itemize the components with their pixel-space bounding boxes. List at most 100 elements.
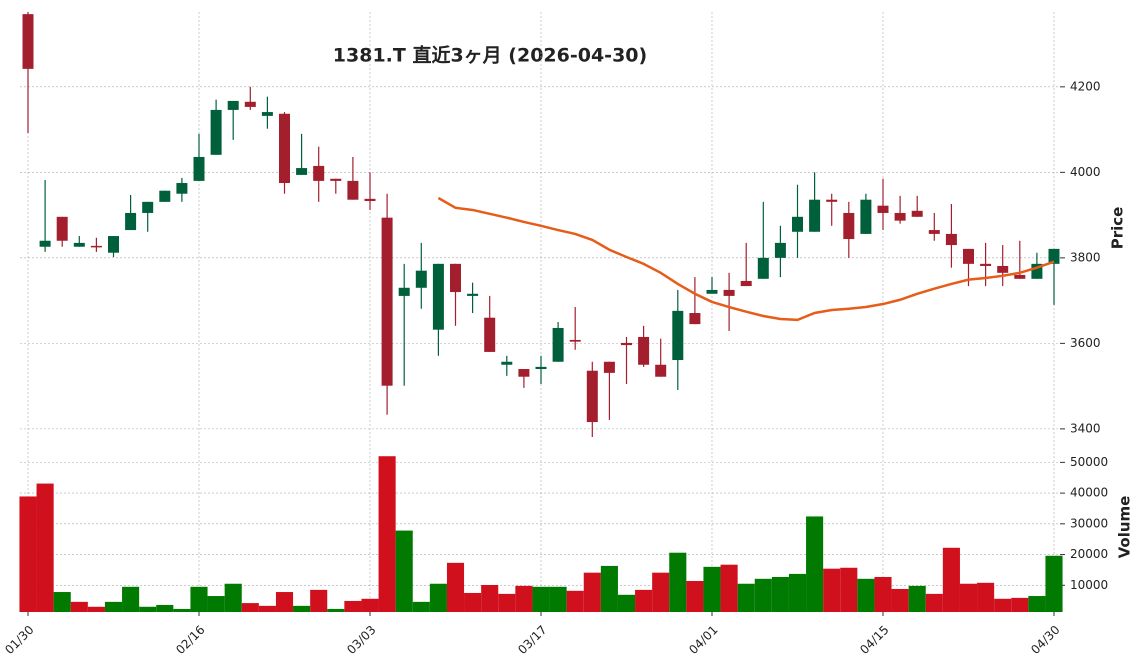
volume-bar — [703, 566, 721, 612]
candle-body — [1048, 248, 1060, 264]
volume-bar — [139, 606, 157, 612]
price-axis-label: Price — [1109, 207, 1127, 250]
volume-bar — [446, 562, 465, 612]
volume-bar — [994, 598, 1012, 612]
candle-body — [860, 199, 872, 234]
candle-body — [963, 248, 974, 264]
volume-bar — [959, 583, 978, 612]
candle-body — [757, 257, 769, 279]
candle-body — [467, 293, 479, 296]
volume-bar — [207, 596, 225, 612]
volume-bar — [720, 564, 738, 612]
volume-bar — [942, 547, 960, 612]
candle-body — [774, 242, 786, 258]
x-tick-label: 04/30 — [1028, 623, 1062, 657]
candle-body — [90, 245, 102, 248]
volume-bar — [498, 593, 516, 612]
volume-bar — [19, 496, 37, 612]
y-tick-label: 50000 — [1070, 455, 1108, 469]
y-tick-label: 30000 — [1070, 516, 1108, 530]
candle-body — [621, 342, 632, 346]
x-tick-label: 04/15 — [857, 623, 891, 657]
candle-body — [945, 233, 957, 246]
candle-body — [330, 178, 342, 181]
y-tick-label: 10000 — [1070, 578, 1108, 592]
volume-bar — [635, 589, 653, 612]
volume-bar — [874, 576, 892, 612]
x-tick-label: 03/03 — [344, 623, 378, 657]
candle-body — [1031, 263, 1043, 279]
candle-body — [142, 201, 154, 213]
candle-body — [364, 198, 376, 201]
volume-bar — [327, 608, 345, 612]
candle-body — [73, 242, 85, 247]
candle-body — [1014, 274, 1026, 279]
candle-body — [210, 109, 222, 155]
candle-body — [740, 280, 752, 287]
volume-bar — [686, 580, 704, 612]
volume-bar — [344, 600, 362, 612]
volume-bar — [412, 601, 430, 612]
volume-bar — [617, 594, 636, 612]
volume-bar — [566, 590, 584, 612]
y-tick-label: 3600 — [1070, 336, 1101, 350]
candle-body — [569, 339, 581, 342]
candle-body — [689, 313, 701, 325]
candle-body — [193, 156, 205, 181]
volume-bar — [361, 598, 379, 612]
volume-bar — [669, 552, 687, 612]
volume-bar — [481, 584, 499, 612]
x-tick-label: 02/16 — [173, 623, 207, 657]
volume-bar — [857, 578, 875, 612]
volume-bar — [104, 601, 123, 612]
y-tick-label: 4200 — [1070, 79, 1101, 93]
volume-bar — [1011, 597, 1029, 612]
candle-body — [279, 113, 290, 184]
volume-bar — [395, 530, 413, 612]
candle-body — [39, 240, 51, 247]
candle-body — [347, 180, 359, 200]
chart-title: 1381.T 直近3ヶ月 (2026-04-30) — [333, 44, 647, 67]
candle-body — [244, 101, 256, 107]
y-tick-label: 3400 — [1070, 421, 1101, 435]
volume-bar — [224, 583, 242, 612]
x-tick-label: 01/30 — [2, 623, 36, 657]
volume-bar — [754, 578, 772, 612]
volume-bar — [737, 583, 755, 612]
volume-bar — [241, 603, 259, 612]
candle-body — [176, 183, 188, 194]
candle-body — [501, 361, 513, 365]
volume-bar — [977, 582, 995, 612]
candle-body — [296, 168, 308, 175]
candle-body — [398, 287, 410, 296]
y-tick-label: 40000 — [1070, 486, 1108, 500]
volume-bar — [515, 585, 533, 612]
candle-body — [911, 210, 923, 217]
candle-body — [826, 199, 838, 202]
volume-axis-label: Volume — [1116, 496, 1134, 559]
candle-body — [313, 165, 325, 181]
x-tick-label: 03/17 — [515, 623, 549, 657]
volume-bar — [891, 588, 909, 612]
candle-body — [227, 100, 239, 110]
volume-bar — [275, 592, 294, 612]
candle-body — [877, 205, 889, 213]
volume-bar — [600, 565, 618, 612]
candle-body — [535, 366, 547, 370]
volume-bar — [908, 585, 926, 612]
candle-body — [552, 327, 564, 362]
candle-body — [894, 212, 906, 221]
volume-bar — [788, 573, 807, 612]
volume-bar — [173, 608, 191, 612]
volume-bar — [258, 605, 276, 612]
volume-bar — [925, 593, 943, 612]
candle-body — [638, 336, 650, 365]
candle-body — [261, 112, 273, 116]
candle-body — [980, 263, 992, 266]
candle-body — [706, 289, 718, 294]
candle-body — [655, 364, 667, 377]
candle-body — [809, 199, 821, 232]
y-tick-label: 20000 — [1070, 547, 1108, 561]
volume-bar — [1028, 596, 1046, 612]
